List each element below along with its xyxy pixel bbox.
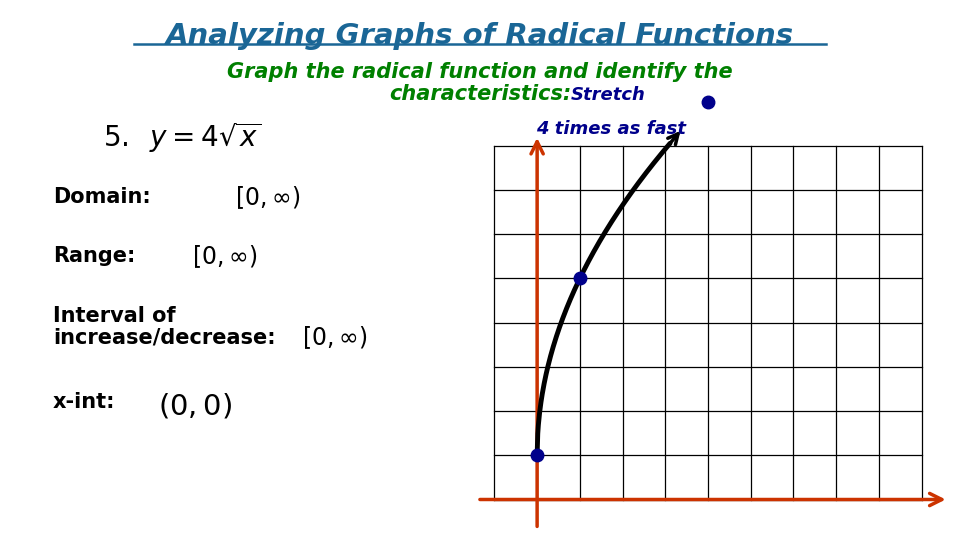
- Text: $\left[0, \infty\right)$: $\left[0, \infty\right)$: [192, 243, 257, 270]
- Text: Range:: Range:: [53, 246, 135, 267]
- Text: x-int:: x-int:: [53, 392, 115, 413]
- Text: Interval of: Interval of: [53, 306, 176, 326]
- Text: $\left[0, \infty\right)$: $\left[0, \infty\right)$: [235, 184, 300, 211]
- Text: Analyzing Graphs of Radical Functions: Analyzing Graphs of Radical Functions: [166, 22, 794, 50]
- Text: Domain:: Domain:: [53, 187, 151, 207]
- Text: $5. \;\; y = 4\sqrt{x}$: $5. \;\; y = 4\sqrt{x}$: [104, 120, 261, 155]
- Text: Stretch: Stretch: [571, 85, 646, 104]
- Text: $\left[0, \infty\right)$: $\left[0, \infty\right)$: [302, 324, 368, 351]
- Text: $(0, 0)$: $(0, 0)$: [158, 392, 232, 421]
- Text: 4 times as fast: 4 times as fast: [536, 119, 685, 138]
- Text: increase/decrease:: increase/decrease:: [53, 327, 276, 348]
- Text: characteristics:: characteristics:: [389, 84, 571, 104]
- Text: Graph the radical function and identify the: Graph the radical function and identify …: [228, 62, 732, 82]
